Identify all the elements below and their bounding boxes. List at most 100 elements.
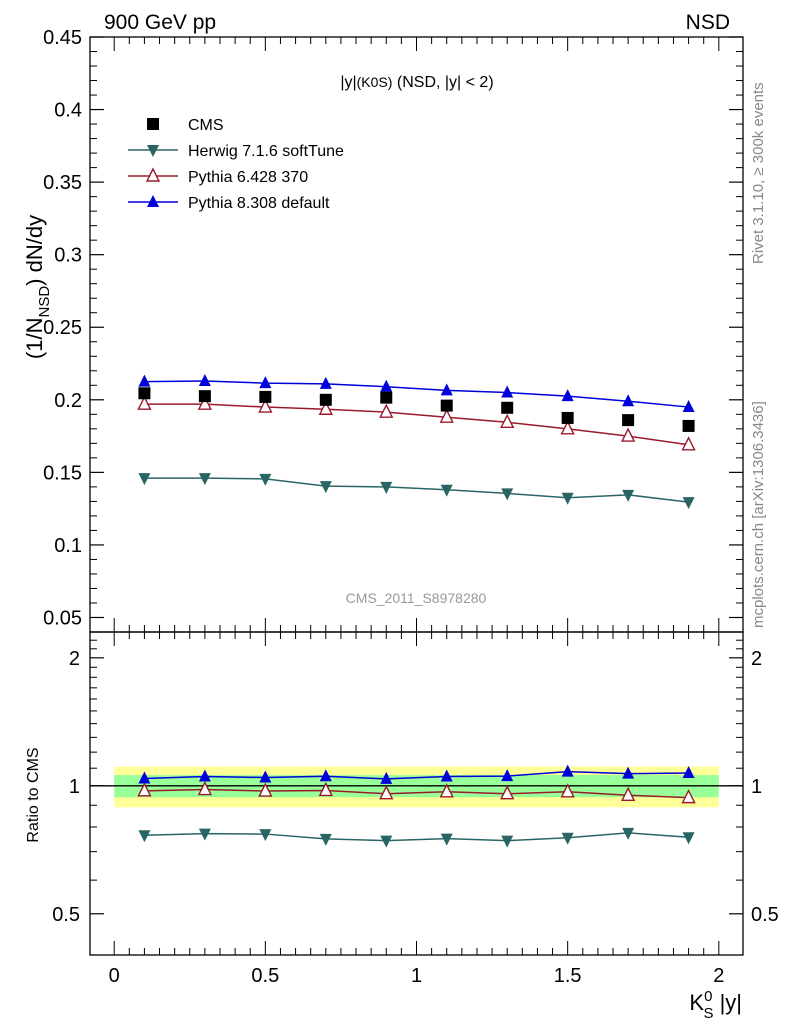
series-line-pythia (144, 403, 689, 446)
ratio-y-tick-label: 2 (69, 648, 80, 670)
data-point (561, 492, 574, 505)
legend-marker (147, 195, 159, 207)
data-point (501, 488, 514, 501)
ratio-point (622, 827, 635, 840)
data-point (501, 401, 514, 414)
data-point (380, 481, 393, 494)
ratio-point (440, 769, 453, 782)
series-line-pythia (144, 380, 689, 408)
ratio-point (259, 829, 272, 842)
ratio-point (500, 785, 515, 800)
legend-marker (147, 145, 159, 157)
ratio-y-tick-label-right: 2 (751, 648, 762, 670)
data-point (560, 420, 575, 435)
data-point (622, 394, 635, 407)
series-line-herwig (144, 477, 689, 503)
data-point (380, 379, 393, 392)
header-right: NSD (686, 11, 730, 34)
ratio-point (137, 782, 152, 797)
data-point (561, 389, 574, 402)
data-point (379, 403, 394, 418)
data-point (440, 484, 453, 497)
legend-marker (147, 118, 159, 130)
legend-label: CMS (188, 117, 224, 134)
data-point (620, 427, 636, 442)
mcplots-label: mcplots.cern.ch [arXiv:1306.3436] (750, 401, 767, 628)
x-tick-label: 0 (109, 965, 120, 987)
data-point (318, 400, 333, 415)
ratio-y-tick-label: 1 (69, 776, 80, 798)
y-tick-label: 0.05 (43, 607, 82, 629)
ratio-y-axis-label: Ratio to CMS (25, 747, 42, 842)
legend: CMS Herwig 7.1.6 softTune Pythia 6.428 370… (128, 117, 344, 212)
ratio-point (439, 783, 454, 798)
x-axis-label: K0 S |y| (689, 988, 742, 1022)
ratio-point (501, 835, 514, 848)
ratio-y-tick-label-right: 1 (751, 776, 762, 798)
y-tick-label: 0.3 (54, 245, 82, 267)
x-tick-label: 2 (713, 965, 724, 987)
ratio-point (258, 782, 273, 797)
ratio-line-pythia (144, 770, 689, 780)
data-point (682, 497, 695, 510)
y-tick-label: 0.35 (43, 172, 82, 194)
ratio-panel: 0.5 0.5 1 1 2 2 0 0.5 1 1.5 2 (52, 631, 779, 987)
y-tick-label: 0.2 (54, 390, 82, 412)
ratio-point (197, 780, 213, 796)
y-tick-label: 0.15 (43, 462, 82, 484)
data-point (319, 393, 332, 406)
data-point (319, 481, 332, 494)
data-point (138, 387, 151, 400)
x-tick-label: 1 (411, 965, 422, 987)
ratio-line-pythia (144, 788, 689, 799)
ratio-point (561, 764, 574, 777)
x-tick-label: 0.5 (251, 965, 279, 987)
data-point (198, 373, 211, 386)
ratio-point (681, 789, 696, 804)
rivet-label: Rivet 3.1.10, ≥ 300k events (750, 82, 767, 264)
ratio-point (379, 785, 394, 800)
ratio-point (319, 769, 332, 782)
y-tick-label: 0.4 (54, 100, 82, 122)
data-point (682, 419, 695, 432)
y-tick-label: 0.25 (43, 317, 82, 339)
main-panel: 0.05 0.1 0.15 0.2 0.25 0.3 0.35 0.4 0.45 (43, 27, 744, 633)
x-tick-label: 1.5 (554, 965, 582, 987)
ratio-point (318, 781, 333, 797)
data-point (259, 390, 272, 403)
y-tick-label: 0.1 (54, 535, 82, 557)
ratio-point (198, 828, 211, 841)
analysis-watermark: CMS_2011_S8978280 (346, 590, 487, 606)
ratio-point (501, 769, 514, 782)
legend-marker (145, 167, 161, 182)
data-point (258, 398, 273, 413)
data-point (440, 399, 453, 412)
ratio-y-tick-label: 0.5 (52, 904, 80, 926)
data-point (197, 395, 213, 410)
ratio-point (198, 769, 211, 782)
data-point (380, 391, 393, 404)
data-point (138, 374, 151, 387)
legend-label: Pythia 6.428 370 (188, 169, 308, 186)
legend-label: Pythia 8.308 default (188, 195, 330, 212)
ratio-point (380, 771, 393, 784)
data-point (681, 436, 696, 451)
y-tick-label: 0.45 (43, 27, 82, 49)
ratio-point (682, 765, 695, 778)
header-left: 900 GeV pp (104, 11, 216, 34)
plot-title: |y|(K0S) (NSD, |y| < 2) (340, 74, 493, 91)
ratio-point (259, 770, 272, 783)
ratio-point (380, 835, 393, 848)
data-point (259, 473, 272, 486)
data-point (198, 390, 211, 403)
data-point (500, 413, 515, 428)
ratio-point (620, 786, 636, 801)
ratio-line-herwig (144, 832, 689, 842)
data-point (259, 376, 272, 389)
ratio-point (560, 783, 575, 798)
data-point (138, 473, 151, 486)
data-point (622, 414, 635, 427)
ratio-point (440, 833, 453, 846)
ratio-point (319, 833, 332, 846)
